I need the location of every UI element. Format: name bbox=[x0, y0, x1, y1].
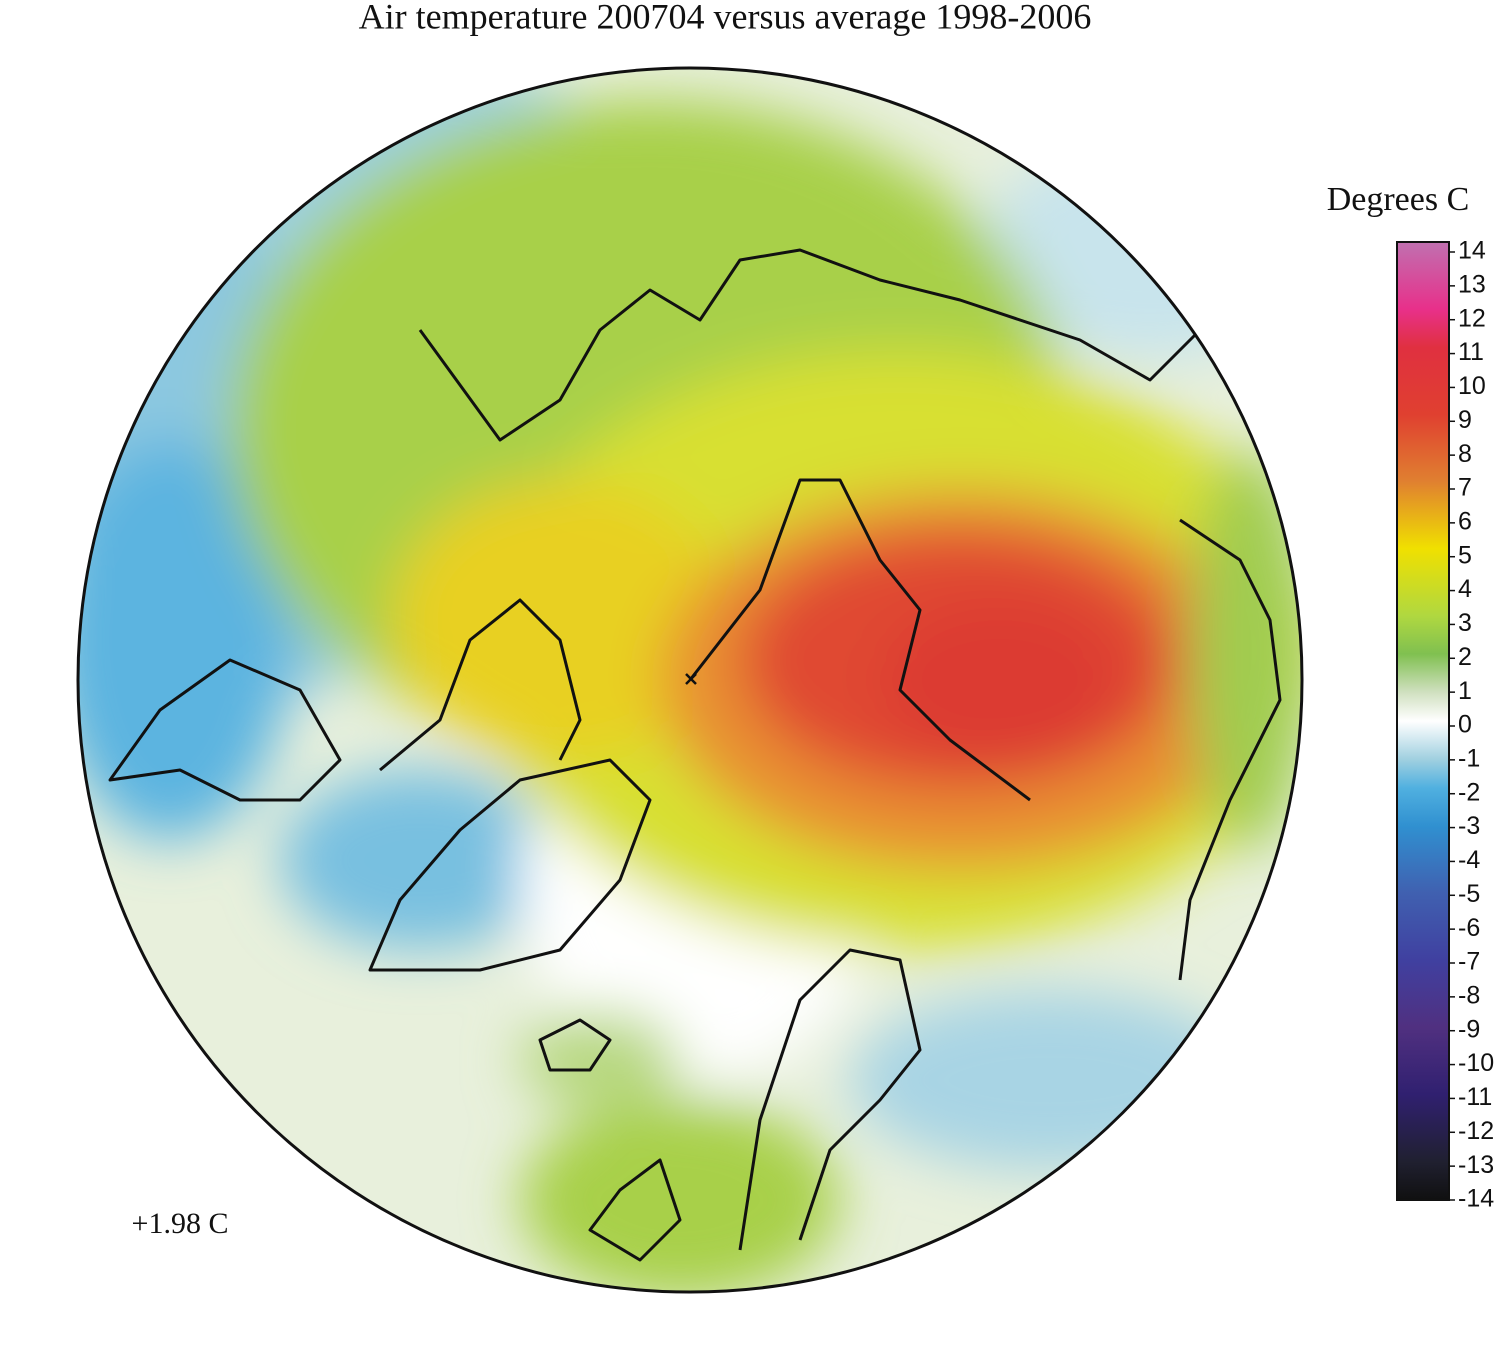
temperature-map bbox=[78, 68, 1302, 1292]
colorbar-tick-label: -1 bbox=[1458, 744, 1480, 772]
map-title: Air temperature 200704 versus average 19… bbox=[359, 0, 1092, 36]
colorbar-tick-label: 12 bbox=[1458, 304, 1486, 332]
colorbar-tick-label: -3 bbox=[1458, 812, 1480, 840]
colorbar-tick-label: 5 bbox=[1458, 541, 1472, 569]
colorbar-tick-label: -6 bbox=[1458, 914, 1480, 942]
colorbar-title: Degrees C bbox=[1327, 181, 1470, 218]
colorbar-tick-label: 13 bbox=[1458, 270, 1486, 298]
colorbar-tick-label: 2 bbox=[1458, 643, 1472, 671]
colorbar-tick-label: -11 bbox=[1458, 1083, 1492, 1111]
colorbar-tick-label: -13 bbox=[1458, 1151, 1494, 1179]
colorbar-tick-label: 6 bbox=[1458, 507, 1472, 535]
colorbar-tick-label: -5 bbox=[1458, 880, 1480, 908]
colorbar-tick-label: -12 bbox=[1458, 1117, 1494, 1145]
colorbar-tick-label: 1 bbox=[1458, 677, 1472, 705]
colorbar-tick-label: -14 bbox=[1458, 1185, 1494, 1213]
colorbar-tick-label: -2 bbox=[1458, 778, 1480, 806]
colorbar-tick-label: -10 bbox=[1458, 1049, 1494, 1077]
map-border bbox=[76, 66, 1304, 1294]
colorbar-tick-label: 9 bbox=[1458, 406, 1472, 434]
colorbar-tick-label: -7 bbox=[1458, 948, 1480, 976]
colorbar-tick-label: 4 bbox=[1458, 575, 1472, 603]
colorbar-tick-label: -4 bbox=[1458, 846, 1480, 874]
colorbar-tick-label: 14 bbox=[1458, 237, 1486, 265]
colorbar-tick-label: 3 bbox=[1458, 609, 1472, 637]
mean-anomaly: +1.98 C bbox=[132, 1207, 229, 1240]
colorbar bbox=[1396, 241, 1450, 1201]
colorbar-ticks: 14131211109876543210-1-2-3-4-5-6-7-8-9-1… bbox=[1449, 237, 1494, 1213]
colorbar-tick-label: 0 bbox=[1458, 711, 1472, 739]
colorbar-tick-label: -9 bbox=[1458, 1015, 1480, 1043]
colorbar-tick-label: 11 bbox=[1458, 338, 1484, 366]
colorbar-tick-label: 7 bbox=[1458, 474, 1472, 502]
colorbar-tick-label: 10 bbox=[1458, 372, 1486, 400]
colorbar-tick-label: 8 bbox=[1458, 440, 1472, 468]
colorbar-tick-label: -8 bbox=[1458, 981, 1480, 1009]
